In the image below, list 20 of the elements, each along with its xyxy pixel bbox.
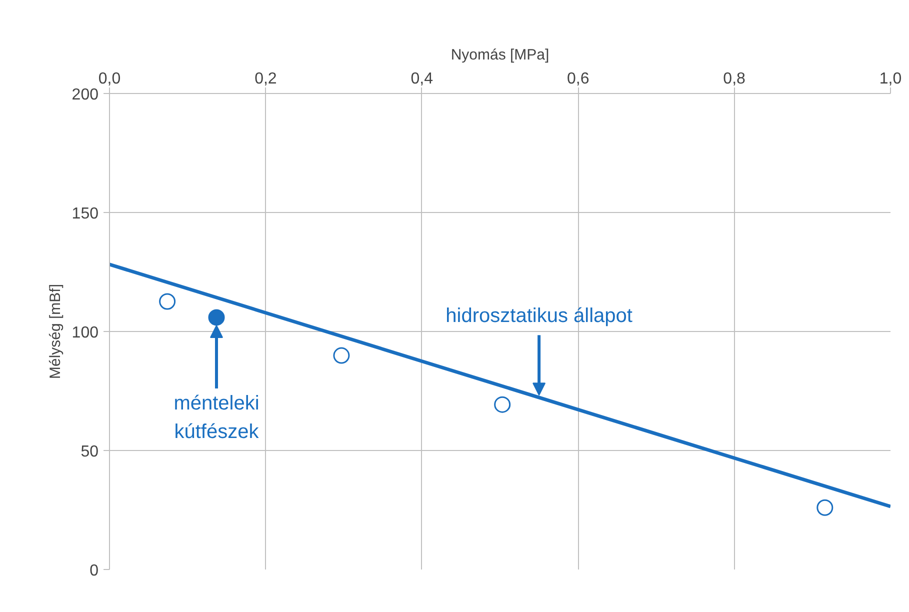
y-tick-label: 50 <box>80 444 99 460</box>
point <box>333 347 350 364</box>
x-tick-label: 0,0 <box>98 70 121 88</box>
x-tick-label: 0,6 <box>566 70 590 88</box>
point <box>159 293 176 310</box>
annotation: ménteleki kútfészek <box>174 392 260 444</box>
point <box>494 396 511 413</box>
point <box>816 499 834 516</box>
y-tick-label: 150 <box>72 206 99 222</box>
x-tick-label: 1,0 <box>879 70 902 88</box>
y-axis-title: Mélység [mBf] <box>46 284 64 380</box>
x-tick-label: 0,4 <box>410 70 434 88</box>
y-tick-label: 0 <box>90 562 99 580</box>
x-tick-label: 0,2 <box>254 70 277 88</box>
y-tick-label: 100 <box>72 324 99 342</box>
annotation: hidrosztatikus állapot <box>446 305 633 328</box>
x-tick-label: 0,8 <box>723 70 746 88</box>
x-axis-title: Nyomás [MPa] <box>450 46 550 64</box>
y-tick-label: 200 <box>72 86 99 104</box>
point <box>208 309 225 326</box>
